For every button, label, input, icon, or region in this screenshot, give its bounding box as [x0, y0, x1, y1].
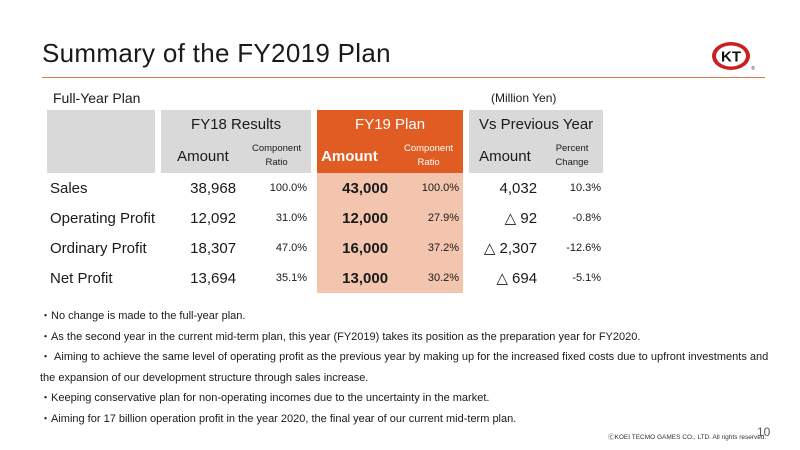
table-row: Operating Profit 12,092 31.0% 12,000 27.…: [47, 203, 603, 233]
fy19-amount: 43,000: [317, 173, 395, 203]
fy19-amount: 16,000: [317, 233, 395, 263]
vs-percent-header: Percent Change: [541, 139, 604, 173]
table-row: Ordinary Profit 18,307 47.0% 16,000 37.2…: [47, 233, 603, 263]
fy18-amount: 12,092: [190, 209, 237, 227]
fy19-ratio: 37.2%: [394, 233, 464, 263]
vs-percent: -12.6%: [566, 242, 602, 254]
fy19-ratio: 27.9%: [394, 203, 464, 233]
copyright: ⒸKOEI TECMO GAMES CO., LTD. All rights r…: [608, 434, 767, 441]
section-label: Full-Year Plan: [53, 90, 141, 106]
title-divider: [42, 77, 765, 78]
vs-amount: △ 92: [504, 210, 538, 227]
page-number: 10: [757, 425, 771, 439]
group-header-row: FY18 Results FY19 Plan Vs Previous Year: [47, 110, 604, 173]
row-label: Ordinary Profit: [50, 239, 147, 257]
page-title: Summary of the FY2019 Plan: [42, 38, 391, 68]
fy18-ratio: 31.0%: [275, 212, 308, 224]
row-label: Operating Profit: [50, 209, 156, 227]
fy19-ratio: 30.2%: [394, 263, 464, 293]
note-item: ・Aiming for 17 billion operation profit …: [40, 412, 517, 425]
fy18-ratio-header: Component Ratio: [242, 139, 312, 173]
vs-percent: 10.3%: [569, 182, 602, 194]
row-label: Net Profit: [50, 269, 113, 287]
fy18-amount-header: Amount: [161, 139, 243, 173]
vs-amount-header: Amount: [469, 139, 542, 173]
vs-amount: △ 2,307: [483, 240, 538, 257]
vs-percent: -0.8%: [572, 212, 602, 224]
unit-label: (Million Yen): [491, 91, 557, 105]
fy18-ratio: 35.1%: [275, 272, 308, 284]
fy19-amount-header: Amount: [317, 139, 395, 173]
vs-amount: 4,032: [499, 179, 538, 197]
notes-list: ・No change is made to the full-year plan…: [40, 306, 800, 429]
note-item: ・As the second year in the current mid-t…: [40, 330, 641, 343]
plan-table: FY18 Results FY19 Plan Vs Previous Year …: [47, 110, 604, 293]
fy19-amount: 13,000: [317, 263, 395, 293]
row-label: Sales: [50, 179, 88, 197]
fy19-ratio: 100.0%: [394, 173, 464, 203]
fy19-ratio-header: Component Ratio: [394, 139, 464, 173]
table-row: Sales 38,968 100.0% 43,000 100.0% 4,032 …: [47, 173, 603, 203]
fy18-amount: 38,968: [190, 179, 237, 197]
svg-text:®: ®: [751, 65, 755, 72]
vs-amount: △ 694: [496, 270, 538, 287]
note-item: ・No change is made to the full-year plan…: [40, 310, 246, 322]
logo-text: KT: [721, 49, 741, 66]
fy18-ratio: 47.0%: [275, 242, 308, 254]
fy18-ratio: 100.0%: [269, 182, 308, 194]
subheader-row: Amount Component Ratio Amount Component Ra…: [47, 139, 604, 173]
note-item: ・Keeping conservative plan for non-opera…: [40, 392, 490, 404]
koei-tecmo-logo: KT ®: [712, 42, 755, 72]
fy18-amount: 13,694: [190, 269, 237, 287]
vs-percent: -5.1%: [572, 272, 602, 284]
group-fy18-results: FY18 Results: [161, 110, 312, 139]
note-item: ・ Aiming to achieve the same level of op…: [40, 351, 769, 363]
note-item: the expansion of our development structu…: [40, 371, 369, 384]
table-row: Net Profit 13,694 35.1% 13,000 30.2% △ 6…: [47, 263, 603, 293]
group-fy19-plan: FY19 Plan: [317, 110, 464, 139]
fy19-amount: 12,000: [317, 203, 395, 233]
fy18-amount: 18,307: [190, 239, 237, 257]
group-vs-previous: Vs Previous Year: [469, 110, 604, 139]
corner-cell: [47, 110, 156, 173]
